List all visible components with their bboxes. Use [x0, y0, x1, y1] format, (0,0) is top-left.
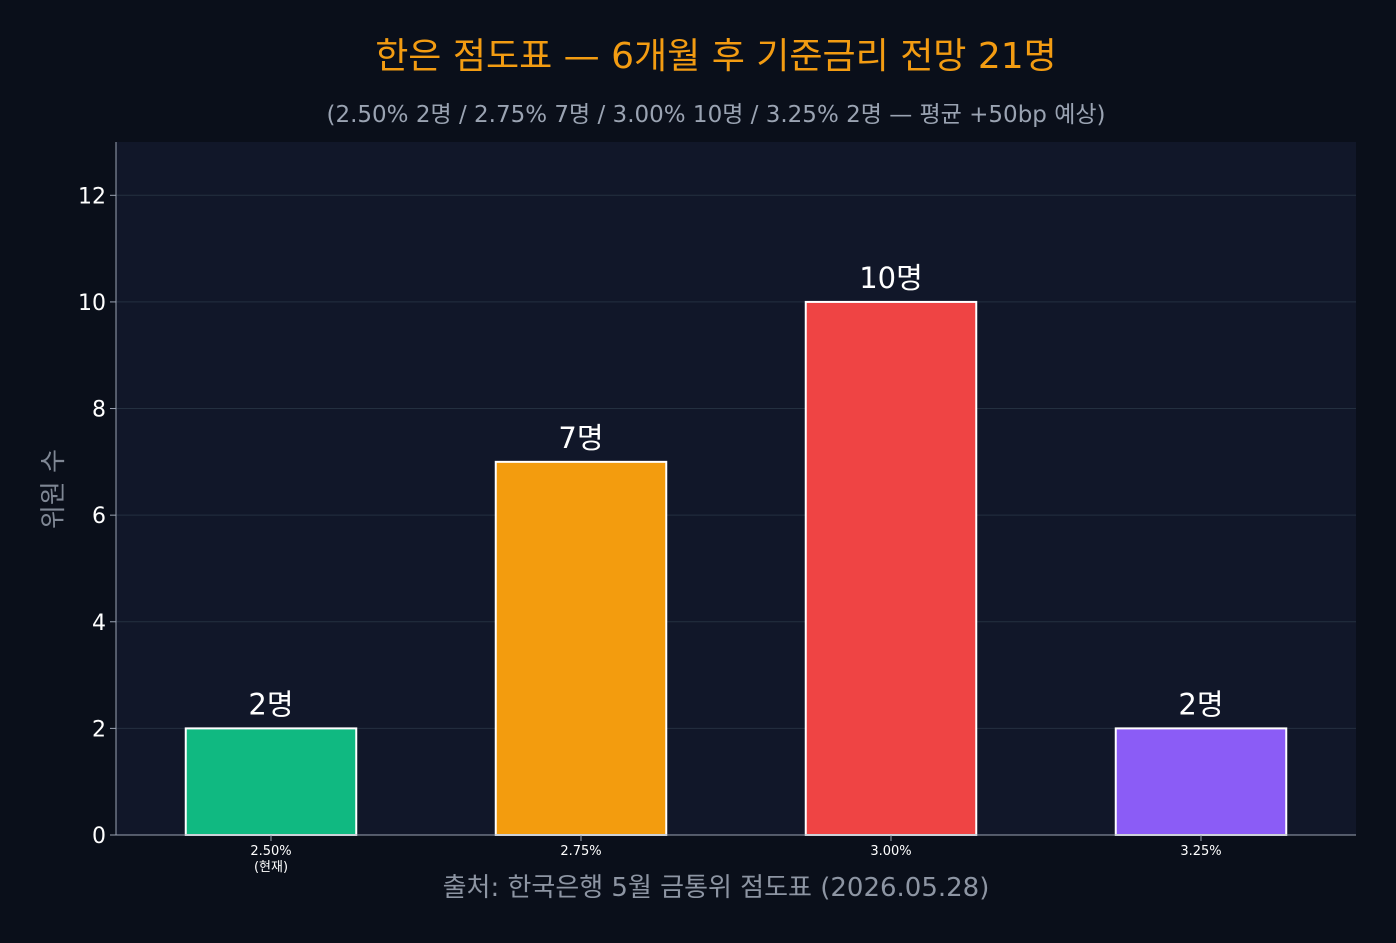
chart-subtitle: (2.50% 2명 / 2.75% 7명 / 3.00% 10명 / 3.25%…: [327, 102, 1106, 128]
plot-area: [116, 142, 1356, 835]
y-tick-label: 8: [92, 398, 106, 423]
x-tick-label-line: 3.25%: [1180, 844, 1221, 859]
bar: [1114, 727, 1288, 837]
bars: 2명 7명 10명 2명: [184, 261, 1288, 837]
axes: 0 2 4 6 8 10 12 2.50% (현재) 2.75% 3.00% 3.25%: [78, 142, 1356, 875]
x-tick-label: 3.00%: [870, 844, 911, 859]
bar-value-label: 2명: [248, 687, 293, 721]
y-tick-label: 6: [92, 504, 106, 529]
y-tick-label: 12: [78, 184, 106, 209]
bar-value-label: 2명: [1178, 687, 1223, 721]
y-axis-label: 위원 수: [39, 449, 69, 529]
y-tick-label: 10: [78, 291, 106, 316]
x-tick-label: 3.25%: [1180, 844, 1221, 859]
bar-value-label: 10명: [859, 261, 923, 295]
bar-value-label: 7명: [558, 421, 603, 455]
x-tick-label-line: 3.00%: [870, 844, 911, 859]
y-tick-label: 0: [92, 824, 106, 849]
x-tick-label: 2.50% (현재): [250, 844, 291, 875]
x-tick-label-line: 2.50%: [250, 844, 291, 859]
source-note: 출처: 한국은행 5월 금통위 점도표 (2026.05.28): [443, 873, 990, 903]
bar: [494, 460, 668, 836]
chart-title: 한은 점도표 — 6개월 후 기준금리 전망 21명: [375, 36, 1057, 77]
y-tick-label: 2: [92, 717, 106, 742]
x-tick-label-line: 2.75%: [560, 844, 601, 859]
x-tick-label-line: (현재): [254, 860, 288, 875]
bar: [804, 300, 978, 836]
bar: [184, 727, 358, 837]
x-tick-label: 2.75%: [560, 844, 601, 859]
y-tick-label: 4: [92, 611, 106, 636]
